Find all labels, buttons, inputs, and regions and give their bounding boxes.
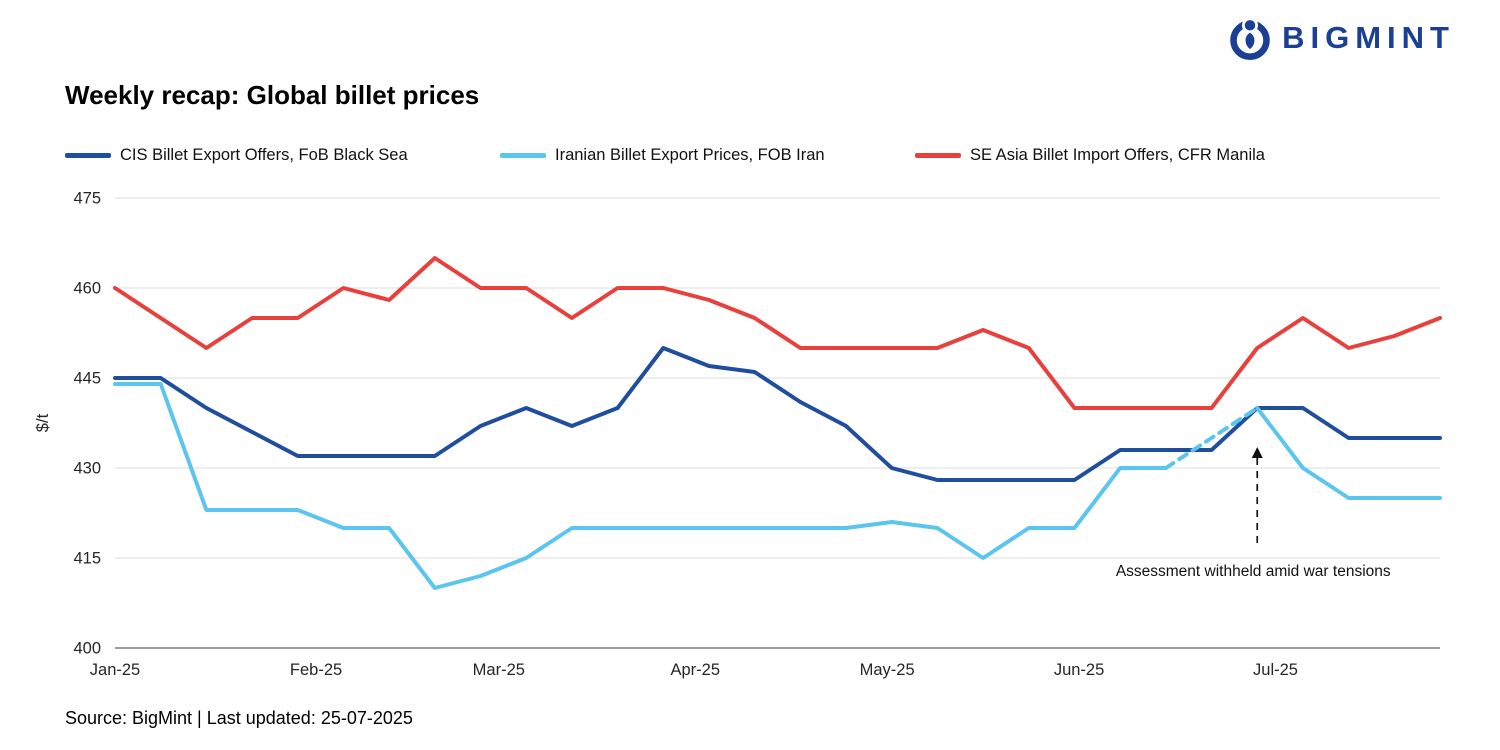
price-line-chart: 400 415 430 445 460 475 Jan-25 Feb-25 Mar-25 Apr-… — [34, 190, 1442, 679]
series-line-1 — [1163, 406, 1260, 470]
x-tick-label: Jun-25 — [1054, 661, 1104, 679]
series-line-1 — [1255, 406, 1442, 500]
y-tick-label: 475 — [73, 190, 101, 208]
x-tick-label: Feb-25 — [290, 661, 342, 679]
chart-area: 400 415 430 445 460 475 Jan-25 Feb-25 Mar-25 Apr-… — [0, 178, 1500, 708]
series-line-0 — [113, 346, 1442, 482]
bigmint-logo-text: BIGMINT — [1282, 20, 1455, 55]
legend-item-seasia: SE Asia Billet Import Offers, CFR Manila — [915, 146, 1265, 165]
x-tick-label: Jul-25 — [1253, 661, 1298, 679]
bigmint-logo: BIGMINT — [1228, 16, 1455, 60]
y-axis-title: $/t — [34, 413, 52, 432]
x-tick-label: Mar-25 — [473, 661, 525, 679]
legend-item-iran: Iranian Billet Export Prices, FOB Iran — [500, 146, 825, 165]
y-tick-label: 400 — [73, 640, 101, 658]
x-tick-label: Jan-25 — [90, 661, 140, 679]
source-line: Source: BigMint | Last updated: 25-07-20… — [65, 708, 413, 728]
legend-label-seasia: SE Asia Billet Import Offers, CFR Manila — [970, 146, 1265, 164]
legend-swatch-cis — [65, 153, 111, 158]
x-tick-label: May-25 — [860, 661, 915, 679]
legend-label-iran: Iranian Billet Export Prices, FOB Iran — [555, 146, 825, 164]
series-line-2 — [113, 256, 1442, 410]
x-tick-label: Apr-25 — [670, 661, 720, 679]
legend-swatch-seasia — [915, 153, 961, 158]
legend-item-cis: CIS Billet Export Offers, FoB Black Sea — [65, 146, 408, 165]
y-tick-label: 430 — [73, 460, 101, 478]
y-tick-label: 445 — [73, 370, 101, 388]
legend-label-cis: CIS Billet Export Offers, FoB Black Sea — [120, 146, 408, 164]
legend-swatch-iran — [500, 153, 546, 158]
annotation-arrow-head — [1251, 447, 1263, 458]
series-line-1 — [113, 382, 1168, 590]
y-tick-label: 460 — [73, 280, 101, 298]
bigmint-logo-icon — [1230, 17, 1270, 60]
page-title: Weekly recap: Global billet prices — [65, 80, 480, 110]
annotation-text: Assessment withheld amid war tensions — [1116, 563, 1391, 580]
y-tick-label: 415 — [73, 550, 101, 568]
